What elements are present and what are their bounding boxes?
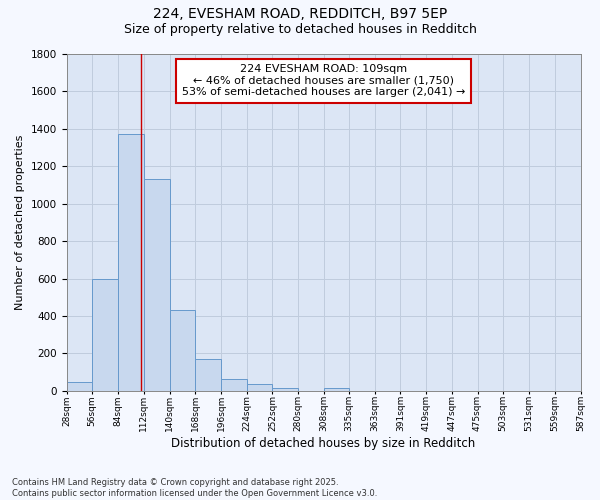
Bar [67, 382, 92, 391]
Text: Contains HM Land Registry data © Crown copyright and database right 2025.
Contai: Contains HM Land Registry data © Crown c… [12, 478, 377, 498]
Bar [272, 388, 298, 391]
Bar [195, 359, 221, 391]
Bar [247, 384, 272, 391]
Text: Size of property relative to detached houses in Redditch: Size of property relative to detached ho… [124, 22, 476, 36]
Bar [92, 278, 118, 391]
X-axis label: Distribution of detached houses by size in Redditch: Distribution of detached houses by size … [172, 437, 476, 450]
Y-axis label: Number of detached properties: Number of detached properties [15, 135, 25, 310]
Bar [144, 180, 170, 391]
Bar [324, 388, 349, 391]
Bar [118, 134, 144, 391]
Text: 224, EVESHAM ROAD, REDDITCH, B97 5EP: 224, EVESHAM ROAD, REDDITCH, B97 5EP [153, 8, 447, 22]
Text: 224 EVESHAM ROAD: 109sqm
← 46% of detached houses are smaller (1,750)
53% of sem: 224 EVESHAM ROAD: 109sqm ← 46% of detach… [182, 64, 465, 98]
Bar [170, 310, 195, 391]
Bar [221, 378, 247, 391]
